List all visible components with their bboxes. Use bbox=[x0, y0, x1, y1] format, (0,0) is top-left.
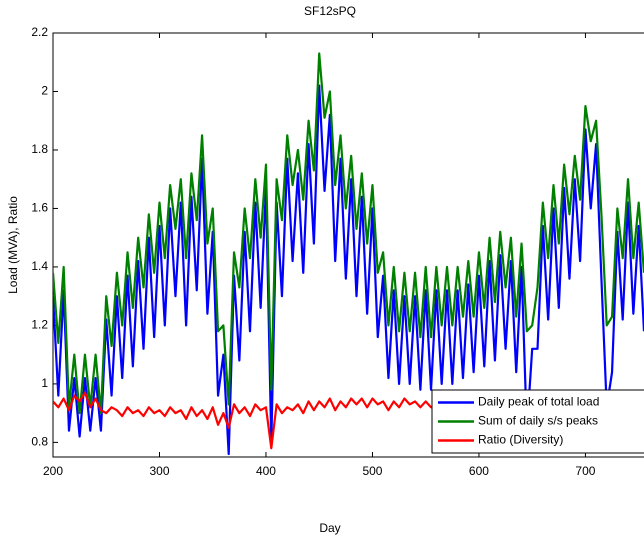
x-tick-label: 500 bbox=[362, 464, 382, 478]
plot-frame bbox=[52, 32, 644, 458]
y-tick-label: 1 bbox=[41, 376, 48, 390]
y-tick-label: 0.8 bbox=[31, 435, 48, 449]
chart-title: SF12sPQ bbox=[304, 4, 356, 18]
legend-label: Daily peak of total load bbox=[478, 395, 599, 409]
y-tick-label: 2 bbox=[41, 84, 48, 98]
y-tick-label: 1.6 bbox=[31, 201, 48, 215]
x-tick-label: 700 bbox=[575, 464, 595, 478]
series-line bbox=[53, 84, 644, 456]
legend-label: Ratio (Diversity) bbox=[478, 433, 563, 447]
x-tick-label: 200 bbox=[43, 464, 63, 478]
x-tick-label: 400 bbox=[256, 464, 276, 478]
y-axis-label: Load (MVA), Ratio bbox=[6, 196, 20, 294]
legend-label: Sum of daily s/s peaks bbox=[478, 414, 598, 428]
series-line bbox=[53, 52, 644, 415]
y-tick-label: 1.4 bbox=[31, 259, 48, 273]
y-tick-label: 1.8 bbox=[31, 142, 48, 156]
y-tick-label: 2.2 bbox=[31, 25, 48, 39]
x-tick-label: 600 bbox=[469, 464, 489, 478]
x-axis-label: Day bbox=[319, 521, 340, 535]
x-tick-label: 300 bbox=[149, 464, 169, 478]
y-tick-label: 1.2 bbox=[31, 318, 48, 332]
